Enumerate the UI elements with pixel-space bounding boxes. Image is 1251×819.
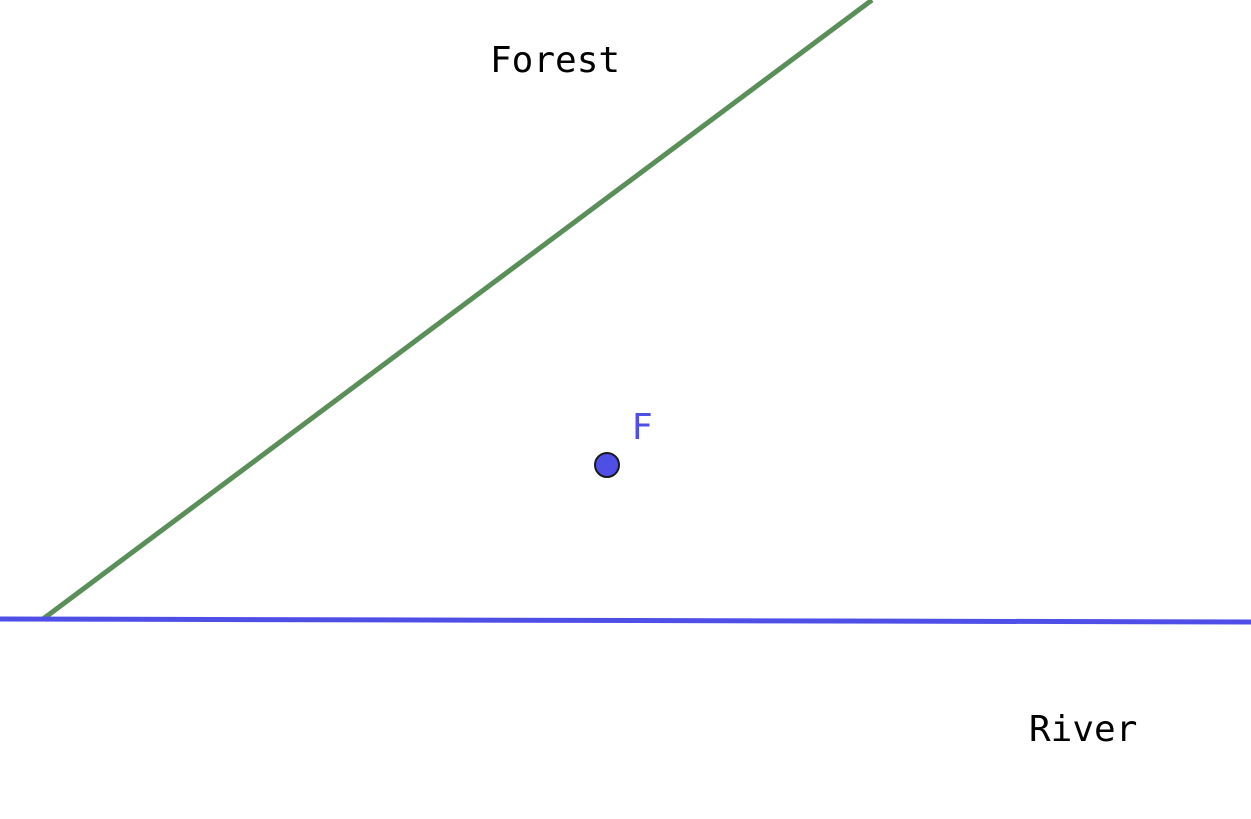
river-line xyxy=(0,616,1251,625)
forest-edge-line xyxy=(41,0,874,622)
point-f[interactable] xyxy=(594,452,620,478)
forest-label: Forest xyxy=(490,40,620,81)
river-label: River xyxy=(1029,709,1137,750)
point-f-label: F xyxy=(632,407,653,448)
